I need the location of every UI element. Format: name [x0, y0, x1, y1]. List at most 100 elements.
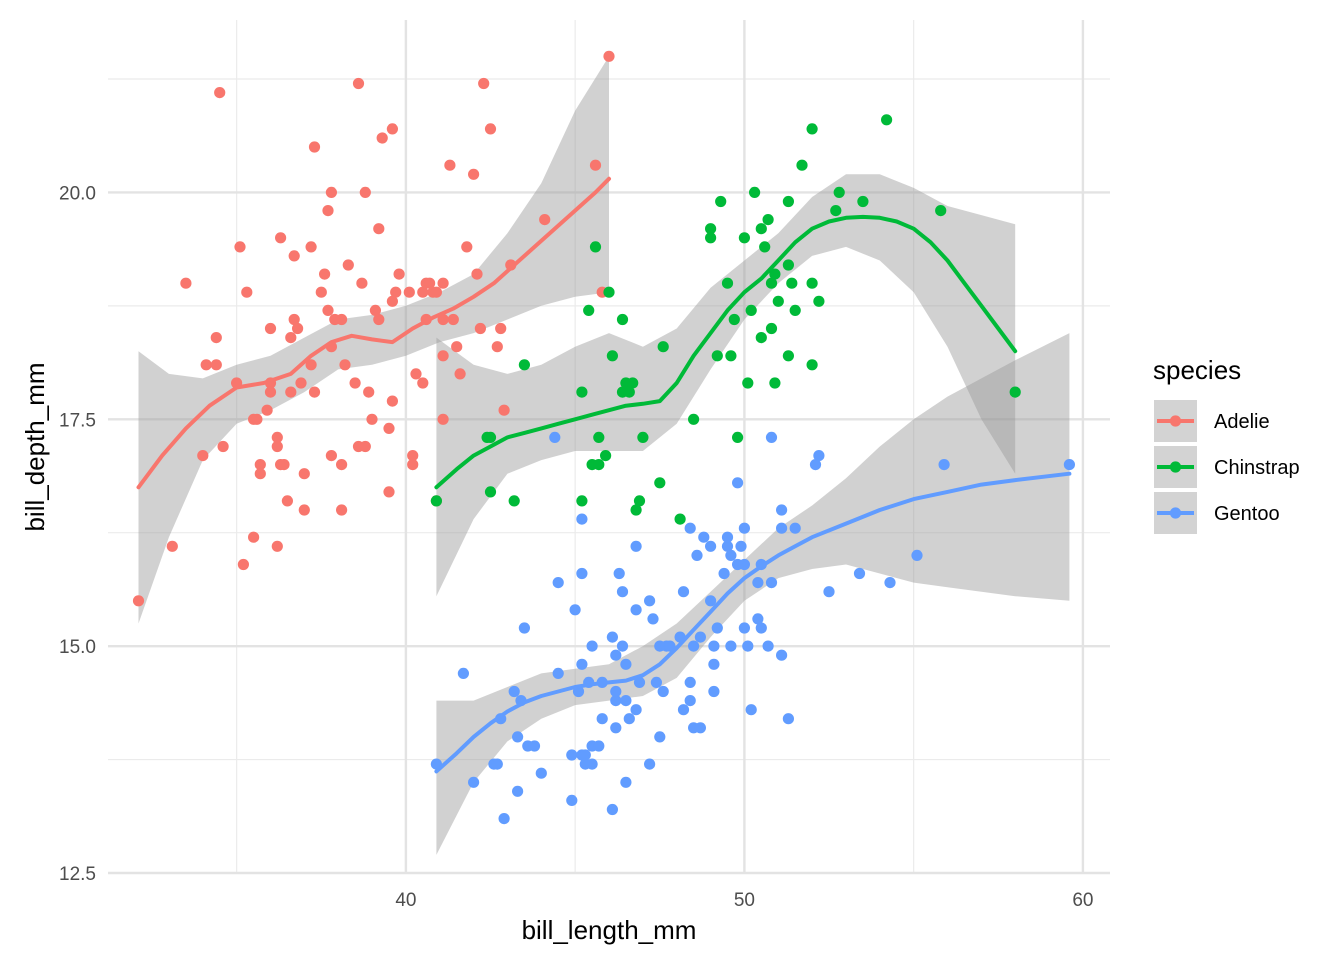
data-point-adelie — [234, 241, 246, 253]
minor-gridlines — [108, 20, 1110, 873]
data-point-adelie — [285, 386, 297, 398]
data-point-gentoo — [765, 431, 778, 443]
data-point-gentoo — [654, 731, 666, 743]
data-point-gentoo — [610, 685, 622, 698]
data-point-chinstrap — [881, 114, 893, 126]
data-point-gentoo — [630, 604, 642, 616]
legend-key-point — [1169, 461, 1182, 473]
data-point-chinstrap — [715, 195, 727, 208]
data-point-gentoo — [718, 567, 730, 580]
data-point-chinstrap — [782, 350, 795, 362]
data-point-adelie — [376, 132, 388, 144]
data-point-chinstrap — [857, 195, 869, 208]
data-point-chinstrap — [830, 205, 842, 217]
data-point-adelie — [369, 304, 381, 316]
data-point-chinstrap — [813, 295, 825, 307]
data-point-gentoo — [630, 704, 642, 716]
data-point-adelie — [264, 322, 277, 335]
data-point-adelie — [383, 486, 395, 498]
data-point-adelie — [363, 386, 375, 398]
confidence-band-gentoo — [436, 333, 1070, 855]
data-point-gentoo — [698, 531, 710, 543]
data-point-gentoo — [566, 749, 578, 761]
data-point-chinstrap — [796, 159, 808, 171]
data-point-adelie — [308, 386, 321, 398]
data-point-gentoo — [684, 695, 696, 707]
data-point-gentoo — [684, 522, 696, 534]
data-point-chinstrap — [738, 232, 751, 244]
data-point-adelie — [251, 413, 263, 425]
data-point-chinstrap — [759, 241, 771, 253]
data-point-adelie — [539, 214, 551, 226]
data-point-chinstrap — [583, 304, 595, 316]
data-point-adelie — [336, 504, 348, 516]
data-point-gentoo — [708, 658, 720, 670]
data-point-adelie — [325, 450, 337, 462]
data-point-gentoo — [593, 740, 605, 752]
data-point-gentoo — [725, 549, 737, 562]
data-point-chinstrap — [430, 495, 442, 507]
data-point-gentoo — [528, 740, 541, 752]
data-point-adelie — [275, 232, 287, 244]
data-point-adelie — [322, 205, 334, 217]
y-axis-ticks: 12.5 15.0 17.5 20.0 — [59, 183, 96, 885]
data-point-adelie — [437, 313, 449, 326]
data-point-adelie — [342, 259, 354, 271]
data-point-gentoo — [610, 695, 622, 707]
data-point-chinstrap — [782, 195, 795, 208]
data-point-adelie — [200, 359, 212, 371]
data-point-adelie — [386, 295, 398, 307]
data-point-gentoo — [596, 713, 608, 725]
legend-key-point — [1169, 507, 1182, 519]
data-point-chinstrap — [616, 313, 629, 326]
data-point-adelie — [359, 186, 371, 198]
data-point-chinstrap — [589, 241, 602, 253]
data-point-adelie — [390, 286, 402, 298]
data-point-gentoo — [762, 640, 774, 652]
data-point-gentoo — [1063, 459, 1075, 471]
data-point-adelie — [166, 540, 178, 552]
data-point-adelie — [437, 277, 449, 289]
data-point-adelie — [254, 459, 266, 471]
data-point-gentoo — [691, 549, 703, 562]
data-point-gentoo — [721, 531, 734, 543]
data-point-chinstrap — [688, 413, 700, 425]
data-point-adelie — [359, 440, 371, 453]
data-point-gentoo — [644, 595, 656, 607]
data-point-chinstrap — [755, 223, 767, 235]
data-point-adelie — [325, 186, 337, 198]
data-point-adelie — [288, 313, 300, 326]
data-point-chinstrap — [576, 386, 588, 398]
data-point-gentoo — [610, 722, 622, 734]
data-point-adelie — [214, 87, 226, 99]
data-point-gentoo — [688, 640, 700, 652]
data-point-gentoo — [745, 704, 757, 716]
data-point-adelie — [319, 268, 331, 280]
data-point-chinstrap — [786, 277, 798, 289]
data-point-gentoo — [620, 776, 632, 788]
data-point-gentoo — [738, 522, 751, 534]
data-point-adelie — [393, 268, 405, 280]
data-point-adelie — [474, 322, 486, 335]
data-point-gentoo — [809, 459, 822, 471]
data-point-adelie — [461, 241, 473, 253]
data-point-gentoo — [708, 640, 720, 652]
data-point-adelie — [417, 377, 429, 389]
y-tick-label: 20.0 — [59, 183, 96, 204]
data-point-gentoo — [694, 631, 707, 643]
data-point-chinstrap — [593, 459, 605, 471]
x-tick-label: 40 — [395, 890, 416, 911]
x-axis-title: bill_length_mm — [522, 915, 697, 945]
data-point-gentoo — [721, 540, 734, 552]
data-point-adelie — [315, 286, 327, 298]
data-point-chinstrap — [705, 223, 717, 235]
data-point-chinstrap — [630, 504, 642, 516]
data-point-adelie — [403, 286, 415, 298]
data-point-gentoo — [738, 558, 751, 571]
data-point-adelie — [454, 368, 466, 380]
data-point-adelie — [305, 241, 317, 253]
data-point-adelie — [281, 495, 293, 507]
data-point-adelie — [298, 468, 310, 480]
x-tick-label: 60 — [1072, 890, 1093, 911]
data-point-chinstrap — [508, 495, 520, 507]
